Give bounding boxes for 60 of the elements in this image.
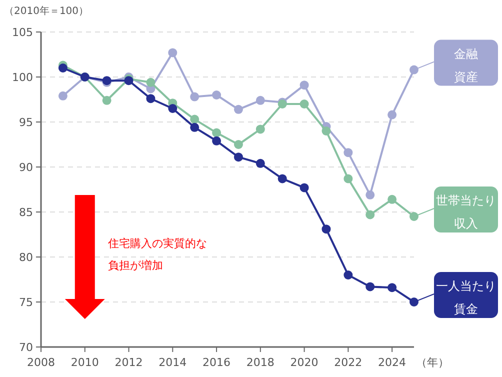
point (58, 91, 68, 100)
x-tick-label: 2022 (334, 356, 362, 369)
legend-label: 金融資産 (454, 46, 478, 84)
point (388, 283, 397, 292)
y-tick-label: 75 (19, 296, 33, 309)
legend-label: 世帯当たり収入 (436, 194, 496, 230)
y-tick-label: 70 (19, 341, 33, 354)
point (256, 96, 265, 105)
point (190, 122, 200, 132)
point (344, 270, 353, 280)
y-tick-label: 85 (19, 206, 33, 219)
point (366, 282, 375, 292)
y-tick-label: 80 (19, 251, 33, 264)
y-tick-label: 100 (12, 71, 33, 84)
point (322, 224, 331, 234)
y-axis-title: （2010年＝100） (4, 5, 89, 17)
point (168, 48, 178, 58)
point (366, 190, 375, 200)
x-tick-label: 2012 (114, 356, 143, 369)
point (212, 90, 222, 100)
x-tick-label: 2020 (290, 356, 318, 369)
point (256, 124, 265, 134)
x-tick-label: 2016 (202, 356, 231, 369)
point (300, 183, 309, 192)
point (300, 100, 309, 108)
point (102, 96, 112, 105)
point (234, 104, 243, 114)
point (146, 78, 156, 87)
point (366, 210, 375, 220)
y-tick-label: 105 (12, 26, 33, 39)
point (410, 212, 418, 221)
point (58, 64, 68, 72)
y-tick-label: 95 (19, 116, 33, 129)
y-tick-label: 90 (19, 161, 33, 174)
point (300, 80, 309, 90)
point (322, 126, 331, 136)
point (234, 140, 243, 149)
x-tick-label: 2024 (378, 356, 406, 369)
point (410, 65, 418, 74)
point (212, 128, 222, 138)
point (410, 298, 418, 306)
x-tick-label: 2018 (246, 356, 274, 369)
point (388, 194, 397, 204)
x-tick-label: 2008 (27, 356, 55, 369)
annotation: 住宅購入の実質的な負担が増加 (108, 237, 207, 272)
point (234, 152, 243, 162)
point (190, 114, 200, 124)
point (146, 94, 156, 104)
point (278, 174, 287, 184)
point (344, 148, 353, 158)
point (168, 104, 178, 113)
point (212, 136, 222, 146)
x-axis-title: （年） (416, 356, 449, 369)
point (344, 174, 353, 184)
legend-label: 一人当たり賃金 (436, 279, 496, 316)
point (190, 92, 200, 102)
point (256, 158, 265, 168)
x-tick-label: 2010 (70, 356, 99, 369)
point (388, 110, 397, 120)
x-tick-label: 2014 (158, 356, 187, 369)
